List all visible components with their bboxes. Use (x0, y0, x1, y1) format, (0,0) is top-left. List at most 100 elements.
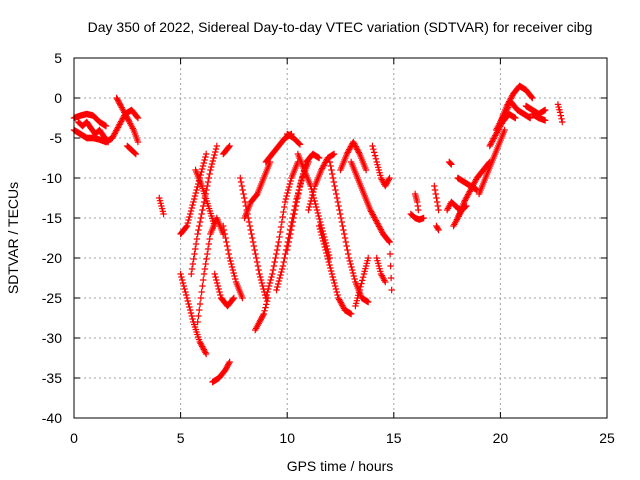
data-point (183, 222, 191, 230)
y-tick-label: -10 (42, 170, 62, 186)
data-point (433, 194, 440, 202)
data-point (388, 286, 395, 294)
data-point (264, 288, 271, 296)
data-point (273, 246, 281, 254)
data-point (198, 288, 205, 296)
data-point (287, 177, 294, 185)
series-track-13 (209, 358, 233, 386)
data-point (386, 174, 393, 182)
data-point (281, 203, 288, 211)
data-point (266, 279, 274, 287)
data-point (370, 149, 378, 156)
data-point (195, 226, 202, 234)
series-track-27 (315, 222, 355, 318)
y-tick-label: 0 (54, 90, 62, 106)
data-point (192, 189, 199, 197)
data-point (196, 218, 204, 226)
data-point (331, 279, 338, 287)
data-point (187, 309, 195, 317)
data-point (357, 283, 364, 290)
data-point (332, 186, 339, 194)
data-point (330, 178, 338, 186)
data-point (293, 198, 300, 206)
data-point (333, 288, 340, 296)
data-point (306, 203, 313, 211)
data-point (185, 216, 192, 224)
data-point (431, 186, 439, 194)
data-point (341, 234, 349, 242)
data-point (333, 194, 341, 202)
data-point (201, 156, 208, 164)
data-point (275, 277, 283, 285)
series-track-16 (220, 142, 233, 158)
series-track-44 (475, 126, 508, 198)
data-point (190, 255, 197, 263)
data-point (205, 240, 213, 248)
data-point (260, 310, 267, 318)
series-track-07 (156, 194, 167, 218)
data-point (196, 222, 203, 230)
data-point (259, 312, 267, 319)
data-point (188, 312, 195, 320)
data-point (330, 276, 337, 284)
series-track-49 (522, 102, 549, 118)
data-point (329, 170, 336, 178)
data-point (226, 142, 233, 150)
data-point (325, 258, 332, 266)
data-point (294, 194, 301, 202)
data-point (291, 206, 299, 214)
data-point (284, 242, 292, 250)
data-point (223, 238, 230, 246)
data-point (240, 190, 247, 198)
data-point (212, 273, 219, 281)
data-point (340, 226, 347, 234)
series-track-06 (124, 142, 140, 158)
series-track-29 (337, 138, 370, 174)
data-point (447, 160, 454, 167)
data-point (202, 349, 209, 356)
data-point (280, 258, 287, 266)
data-point (313, 206, 321, 214)
data-point (359, 274, 367, 281)
data-point (220, 222, 227, 230)
data-point (247, 226, 254, 234)
data-point (238, 182, 246, 190)
data-point (200, 276, 207, 284)
series-track-39 (446, 158, 455, 168)
data-point (228, 260, 235, 268)
data-point (188, 204, 195, 212)
series-track-23 (284, 150, 323, 254)
data-point (359, 277, 366, 284)
series-track-32 (373, 254, 389, 286)
data-points (70, 82, 566, 386)
data-point (255, 266, 262, 274)
data-point (308, 194, 315, 202)
data-point (256, 270, 263, 278)
data-point (323, 249, 330, 257)
data-point (185, 300, 192, 308)
data-point (257, 273, 264, 281)
data-point (284, 189, 291, 197)
data-point (289, 218, 296, 226)
data-point (320, 240, 328, 248)
data-point (326, 158, 334, 166)
x-tick-label: 5 (177, 430, 185, 446)
data-point (347, 310, 355, 318)
data-point (237, 178, 245, 186)
data-point (274, 242, 282, 250)
data-point (335, 202, 342, 210)
series-track-38 (433, 222, 442, 234)
data-point (202, 153, 209, 161)
data-point (214, 282, 222, 290)
data-point (282, 195, 290, 203)
data-point (186, 213, 193, 221)
data-point (434, 225, 442, 232)
y-tick-label: -5 (50, 130, 63, 146)
data-point (276, 274, 283, 282)
data-point (317, 228, 324, 236)
data-point (224, 246, 232, 254)
data-point (197, 214, 205, 222)
data-point (183, 294, 191, 302)
data-point (265, 285, 272, 293)
data-point (258, 279, 266, 287)
